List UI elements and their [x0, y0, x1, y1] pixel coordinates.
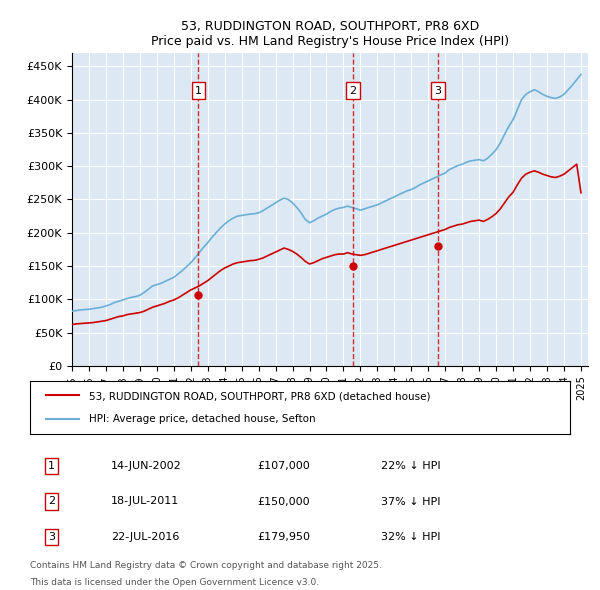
Title: 53, RUDDINGTON ROAD, SOUTHPORT, PR8 6XD
Price paid vs. HM Land Registry's House : 53, RUDDINGTON ROAD, SOUTHPORT, PR8 6XD … [151, 20, 509, 48]
Text: £107,000: £107,000 [257, 461, 310, 471]
Text: 22% ↓ HPI: 22% ↓ HPI [381, 461, 440, 471]
Text: 37% ↓ HPI: 37% ↓ HPI [381, 497, 440, 506]
Text: 3: 3 [434, 86, 441, 96]
Text: HPI: Average price, detached house, Sefton: HPI: Average price, detached house, Seft… [89, 414, 316, 424]
Text: Contains HM Land Registry data © Crown copyright and database right 2025.: Contains HM Land Registry data © Crown c… [30, 560, 382, 570]
Text: 14-JUN-2002: 14-JUN-2002 [111, 461, 182, 471]
Text: 1: 1 [195, 86, 202, 96]
Text: 1: 1 [48, 461, 55, 471]
Text: 22-JUL-2016: 22-JUL-2016 [111, 532, 179, 542]
Text: 53, RUDDINGTON ROAD, SOUTHPORT, PR8 6XD (detached house): 53, RUDDINGTON ROAD, SOUTHPORT, PR8 6XD … [89, 392, 431, 401]
Text: 32% ↓ HPI: 32% ↓ HPI [381, 532, 440, 542]
Text: 18-JUL-2011: 18-JUL-2011 [111, 497, 179, 506]
Text: This data is licensed under the Open Government Licence v3.0.: This data is licensed under the Open Gov… [30, 578, 319, 588]
Text: 2: 2 [349, 86, 356, 96]
Text: 3: 3 [48, 532, 55, 542]
Text: 2: 2 [48, 497, 55, 506]
Text: £150,000: £150,000 [257, 497, 310, 506]
Text: £179,950: £179,950 [257, 532, 310, 542]
